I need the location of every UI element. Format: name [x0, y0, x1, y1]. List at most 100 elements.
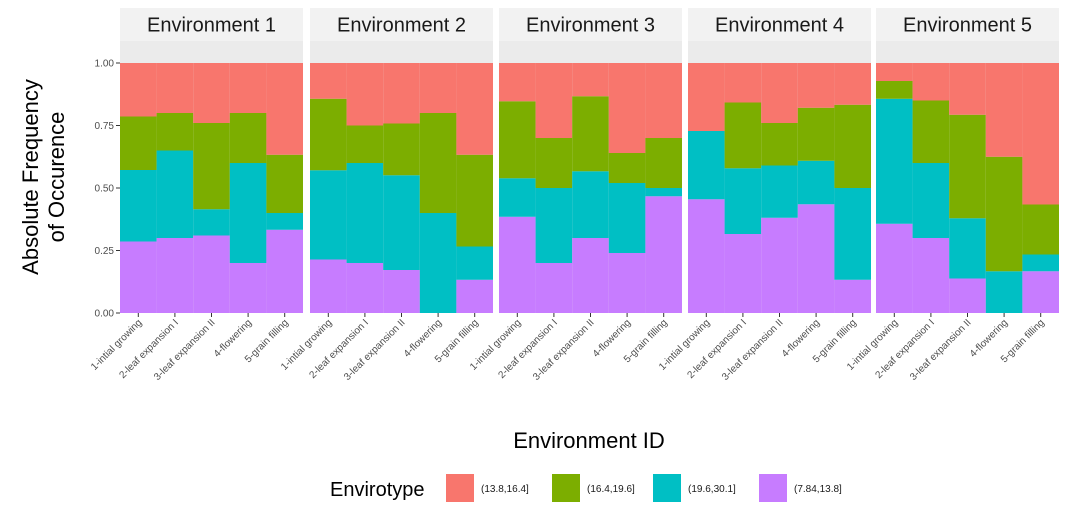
- legend-swatch: [552, 474, 580, 502]
- bar-segment: [797, 63, 835, 108]
- bar-segment: [535, 138, 573, 188]
- bar-segment: [456, 246, 493, 280]
- bar-segment: [499, 178, 536, 217]
- bar-segment: [645, 138, 682, 188]
- bar-segment: [645, 196, 682, 313]
- bar-segment: [156, 63, 194, 113]
- bar-segment: [229, 113, 267, 163]
- bar-segment: [797, 160, 835, 205]
- x-tick-label: 3-leaf expansion II: [720, 317, 786, 383]
- bar-segment: [724, 234, 762, 313]
- bar-segment: [834, 63, 871, 105]
- bar-segment: [572, 238, 609, 313]
- y-tick-label: 0.75: [95, 121, 115, 132]
- bar-segment: [419, 213, 457, 313]
- bar-segment: [876, 223, 913, 313]
- bar-segment: [535, 188, 573, 263]
- bar-segment: [456, 279, 493, 313]
- bar-segment: [193, 123, 230, 210]
- bar-segment: [949, 278, 986, 313]
- x-tick-label: 3-leaf expansion II: [152, 317, 218, 383]
- y-tick-label: 1.00: [95, 59, 115, 70]
- bar-segment: [1022, 204, 1059, 255]
- facet-title: Environment 2: [337, 15, 466, 37]
- bar-segment: [1022, 271, 1059, 313]
- bar-segment: [912, 238, 950, 313]
- bar-segment: [985, 63, 1023, 157]
- bar-segment: [193, 63, 230, 123]
- bar-segment: [229, 163, 267, 263]
- bar-segment: [346, 125, 384, 163]
- bar-segment: [572, 63, 609, 97]
- bar-segment: [310, 259, 347, 313]
- bar-segment: [724, 168, 762, 234]
- bar-segment: [834, 279, 871, 313]
- bar-segment: [949, 63, 986, 115]
- bar-segment: [383, 270, 420, 313]
- bar-segment: [535, 63, 573, 138]
- bar-segment: [724, 102, 762, 169]
- bar-segment: [120, 170, 157, 242]
- y-axis-title: Absolute Frequencyof Occurence: [18, 79, 69, 275]
- bar-segment: [761, 217, 798, 313]
- bar-segment: [156, 150, 194, 238]
- bar-segment: [156, 113, 194, 151]
- bar-segment: [193, 235, 230, 313]
- y-axis-title-line: Absolute Frequency: [18, 79, 43, 275]
- facet-title: Environment 5: [903, 15, 1032, 37]
- bar-segment: [572, 96, 609, 172]
- bar-segment: [419, 113, 457, 213]
- bar-segment: [912, 163, 950, 238]
- bar-segment: [456, 63, 493, 155]
- bar-segment: [310, 98, 347, 171]
- bar-segment: [156, 238, 194, 313]
- bar-segment: [346, 163, 384, 263]
- bar-segment: [419, 63, 457, 113]
- bar-segment: [761, 63, 798, 123]
- bar-segment: [310, 63, 347, 99]
- facet-title: Environment 3: [526, 15, 655, 37]
- y-tick-label: 0.00: [95, 309, 115, 320]
- bar-segment: [688, 63, 725, 131]
- bar-segment: [797, 204, 835, 313]
- legend-swatch: [446, 474, 474, 502]
- bar-segment: [949, 114, 986, 219]
- x-tick-label: 3-leaf expansion II: [342, 317, 408, 383]
- bar-segment: [688, 199, 725, 313]
- bar-segment: [346, 63, 384, 126]
- bar-segment: [761, 165, 798, 218]
- legend-label: (16.4,19.6]: [587, 484, 635, 495]
- bar-segment: [193, 209, 230, 236]
- x-axis-title: Environment ID: [513, 428, 665, 453]
- bar-segment: [383, 63, 420, 124]
- legend-label: (19.6,30.1]: [688, 484, 736, 495]
- bar-segment: [383, 175, 420, 270]
- bar-segment: [834, 104, 871, 188]
- bar-segment: [645, 188, 682, 197]
- facet-strip: [310, 8, 493, 41]
- bar-segment: [985, 271, 1023, 313]
- bar-segment: [456, 154, 493, 247]
- bar-segment: [608, 253, 646, 313]
- bar-segment: [266, 63, 303, 155]
- bar-segment: [1022, 63, 1059, 205]
- bar-segment: [310, 170, 347, 260]
- bar-segment: [688, 131, 725, 200]
- bar-segment: [608, 183, 646, 253]
- facet-title: Environment 1: [147, 15, 276, 37]
- legend-title: Envirotype: [330, 479, 425, 501]
- bar-segment: [499, 101, 536, 179]
- bar-segment: [499, 63, 536, 102]
- bar-segment: [346, 263, 384, 313]
- bar-segment: [608, 153, 646, 183]
- legend-label: (13.8,16.4]: [481, 484, 529, 495]
- bar-segment: [499, 216, 536, 313]
- facet-strip: [688, 8, 871, 41]
- facet-strip: [876, 8, 1059, 41]
- bar-segment: [383, 123, 420, 176]
- y-tick-label: 0.25: [95, 246, 115, 257]
- bar-segment: [120, 241, 157, 313]
- bar-segment: [535, 263, 573, 313]
